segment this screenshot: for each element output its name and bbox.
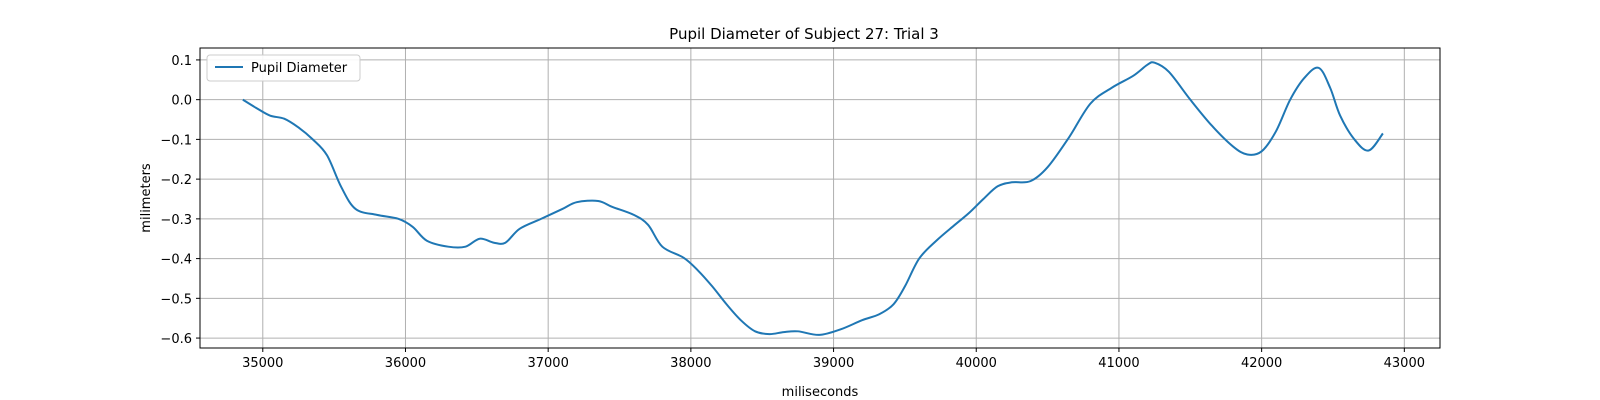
- x-axis-ticks: 35000 36000 37000 38000 39000 40000 41000 42000…: [242, 348, 1425, 371]
- y-tick-label: −0.1: [160, 133, 192, 148]
- y-tick-label: −0.4: [160, 253, 192, 268]
- legend-label: Pupil Diameter: [251, 61, 348, 76]
- legend: Pupil Diameter: [206, 54, 361, 82]
- x-tick-label: 39000: [813, 356, 854, 371]
- x-tick-label: 43000: [1384, 356, 1425, 371]
- y-tick-label: −0.5: [160, 292, 192, 307]
- y-axis-ticks: 0.1 0.0 −0.1 −0.2 −0.3 −0.4 −0.5 −0.6: [160, 54, 200, 347]
- series-line-pupil-diameter: [242, 61, 1384, 336]
- grid-lines: [200, 48, 1440, 348]
- plot-frame: [199, 47, 1441, 349]
- chart-title: Pupil Diameter of Subject 27: Trial 3: [669, 25, 939, 43]
- y-tick-label: 0.0: [171, 94, 192, 109]
- y-axis-label: milimeters: [139, 163, 154, 233]
- y-tick-label: −0.2: [160, 173, 192, 188]
- legend-box: [206, 54, 361, 82]
- y-tick-label: −0.6: [160, 332, 192, 347]
- x-axis-label: miliseconds: [782, 385, 859, 400]
- x-tick-label: 35000: [242, 356, 283, 371]
- x-tick-label: 36000: [385, 356, 426, 371]
- x-tick-label: 37000: [527, 356, 568, 371]
- x-tick-label: 40000: [956, 356, 997, 371]
- y-tick-label: −0.3: [160, 213, 192, 228]
- x-tick-label: 38000: [670, 356, 711, 371]
- x-tick-label: 42000: [1241, 356, 1282, 371]
- x-tick-label: 41000: [1098, 356, 1139, 371]
- plot-series: [242, 61, 1384, 336]
- y-tick-label: 0.1: [171, 54, 192, 69]
